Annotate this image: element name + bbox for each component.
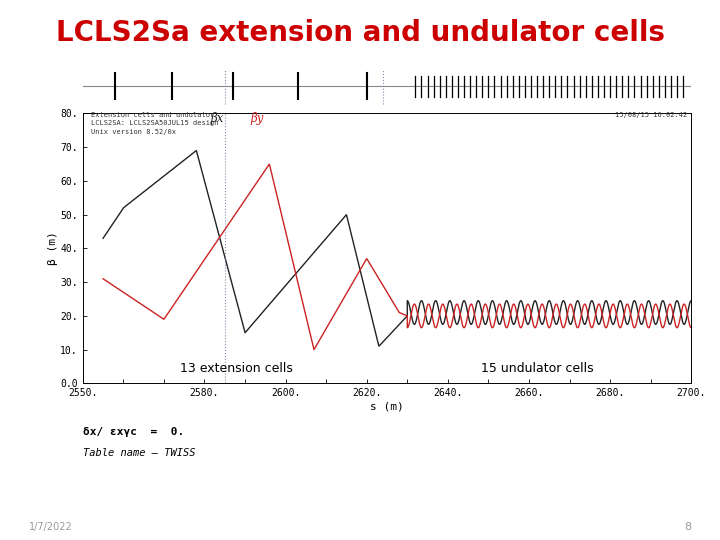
Text: βx: βx (210, 112, 223, 125)
X-axis label: s (m): s (m) (370, 401, 404, 411)
Text: 13 extension cells: 13 extension cells (181, 362, 293, 375)
Text: 15/08/15 16:02:42: 15/08/15 16:02:42 (615, 112, 687, 118)
Text: δx/ εxγc  =  0.: δx/ εxγc = 0. (83, 427, 184, 437)
Text: βy: βy (251, 112, 264, 125)
Y-axis label: β (m): β (m) (48, 232, 58, 265)
Text: 1/7/2022: 1/7/2022 (29, 522, 73, 532)
Text: Extension cells and undulator
LCLS2SA: LCLS2SA50JUL15 design
Unix version 8.52/0: Extension cells and undulator LCLS2SA: L… (91, 112, 218, 134)
Text: 15 undulator cells: 15 undulator cells (481, 362, 593, 375)
Text: Table name – TWISS: Table name – TWISS (83, 448, 195, 458)
Text: LCLS2Sa extension and undulator cells: LCLS2Sa extension and undulator cells (55, 19, 665, 47)
Text: 8: 8 (684, 522, 691, 532)
